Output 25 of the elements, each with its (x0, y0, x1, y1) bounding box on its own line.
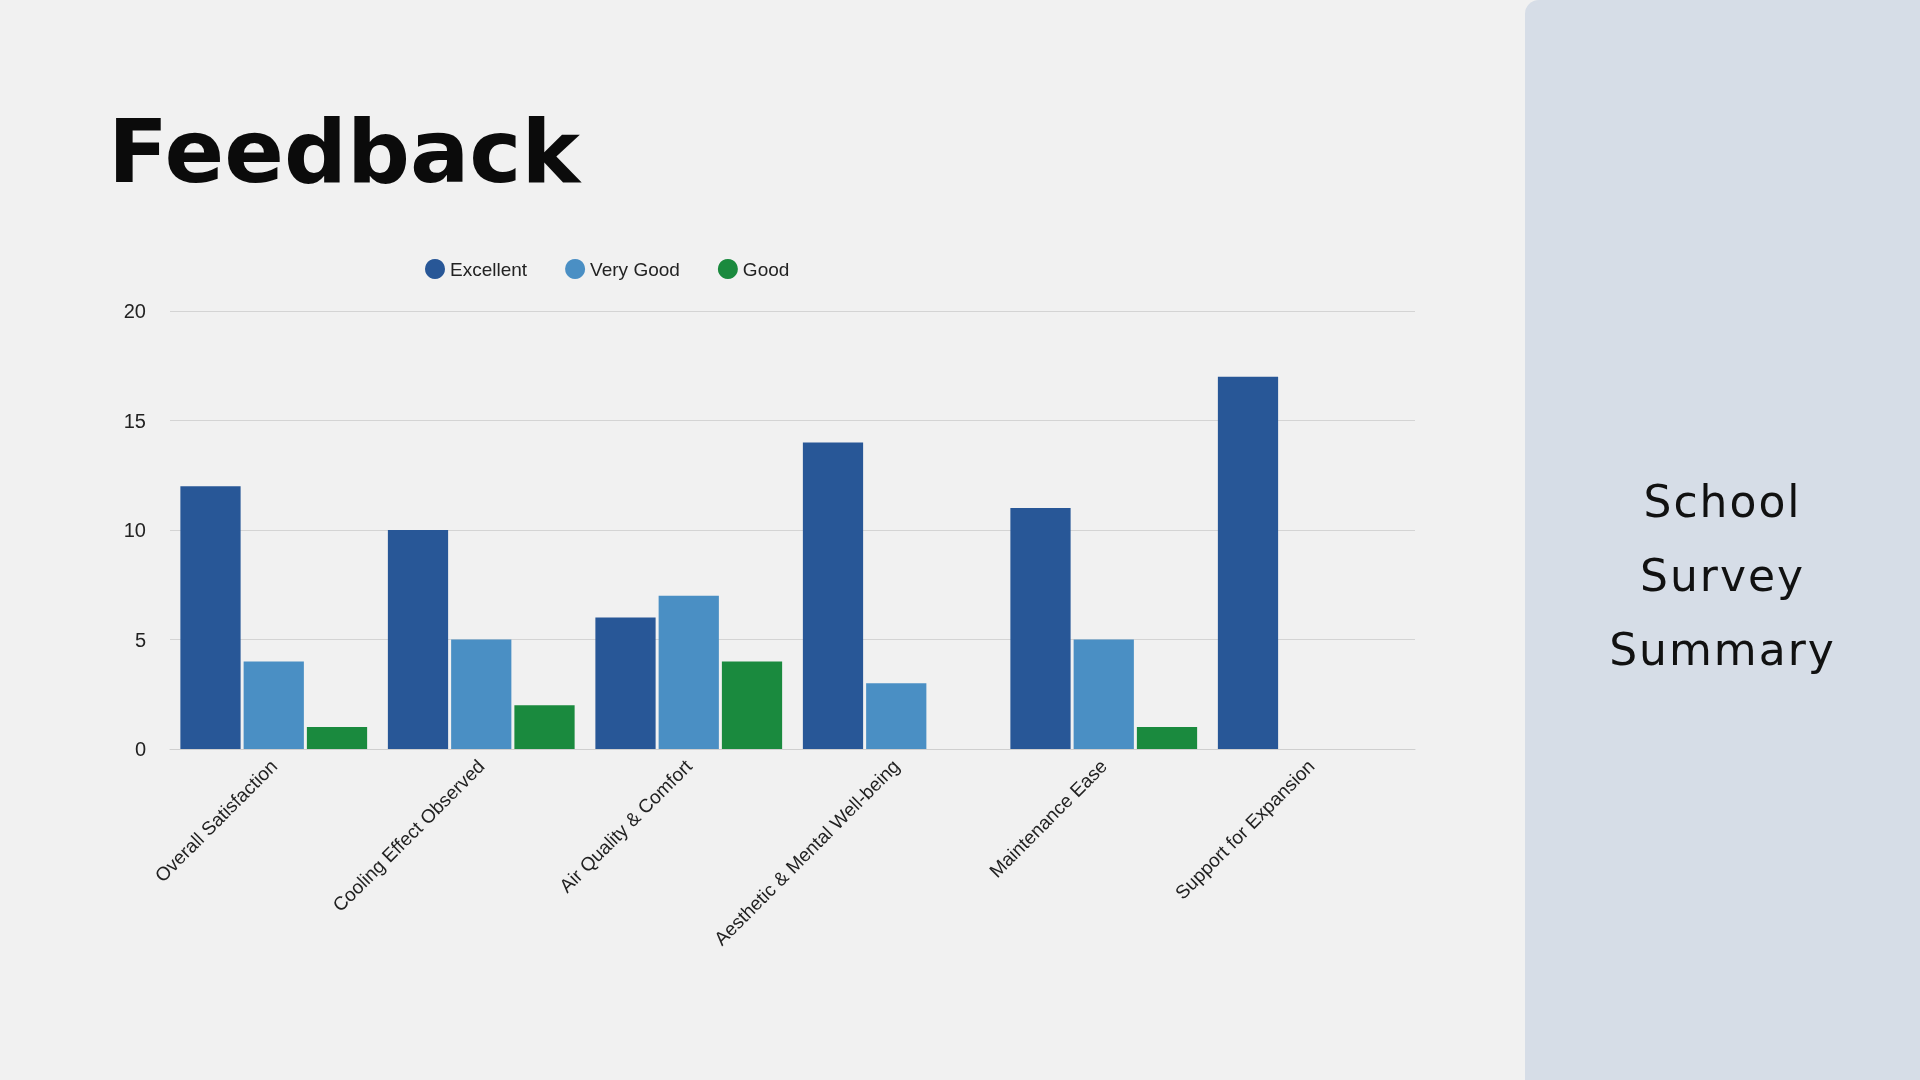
bar (1010, 508, 1071, 749)
legend-label: Excellent (450, 258, 528, 280)
bar (1073, 639, 1134, 749)
bar (1136, 727, 1198, 749)
legend-label: Good (742, 258, 790, 280)
legend-label: Very Good (590, 258, 680, 280)
bar (866, 683, 927, 749)
y-tick-label: 10 (123, 519, 146, 541)
bar (180, 486, 241, 749)
text: School Survey Summary (1608, 475, 1837, 677)
bar (306, 727, 368, 749)
bar (243, 661, 304, 749)
bar (802, 442, 864, 749)
bar (595, 617, 656, 749)
chart-title: Feedback (108, 100, 580, 203)
bar (514, 705, 575, 749)
y-tick-label: 0 (134, 738, 146, 760)
bar (451, 639, 512, 749)
bar (721, 661, 783, 749)
bar (1217, 376, 1279, 749)
y-tick-label: 20 (123, 300, 146, 322)
y-tick-label: 5 (134, 628, 146, 651)
bar (658, 595, 719, 749)
bar (387, 530, 449, 749)
y-tick-label: 15 (123, 409, 146, 432)
